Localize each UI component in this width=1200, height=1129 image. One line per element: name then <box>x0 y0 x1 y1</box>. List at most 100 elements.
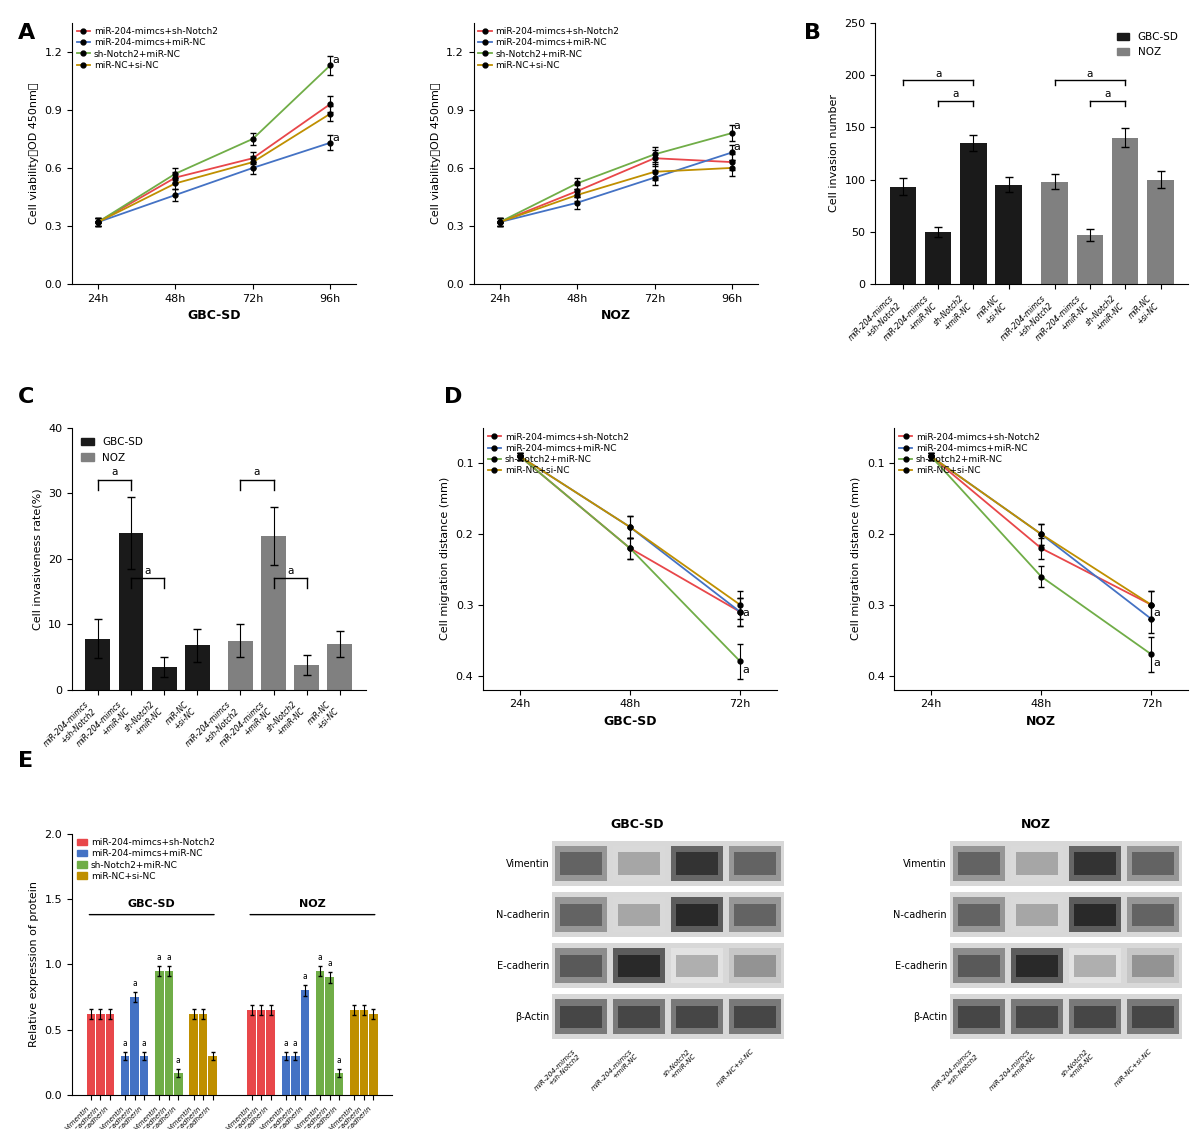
Bar <box>247 1010 256 1095</box>
Bar <box>728 999 781 1034</box>
Legend: GBC-SD, NOZ: GBC-SD, NOZ <box>77 434 148 466</box>
Legend: miR-204-mimcs+sh-Notch2, miR-204-mimcs+miR-NC, sh-Notch2+miR-NC, miR-NC+si-NC: miR-204-mimcs+sh-Notch2, miR-204-mimcs+m… <box>77 27 217 70</box>
Text: a: a <box>144 566 151 576</box>
Text: a: a <box>318 953 323 962</box>
Text: a: a <box>302 972 307 981</box>
Text: a: a <box>733 142 740 152</box>
Text: a: a <box>332 55 338 65</box>
Text: a: a <box>293 1039 298 1048</box>
Text: a: a <box>142 1039 146 1048</box>
Bar <box>556 896 607 933</box>
Legend: GBC-SD, NOZ: GBC-SD, NOZ <box>1112 28 1183 61</box>
Bar <box>316 971 324 1095</box>
Bar <box>613 999 665 1034</box>
Text: a: a <box>167 953 172 962</box>
Bar <box>155 971 163 1095</box>
Y-axis label: Cell migration distance (mm): Cell migration distance (mm) <box>851 478 862 640</box>
Bar <box>1132 1006 1174 1027</box>
X-axis label: NOZ: NOZ <box>601 309 631 323</box>
Text: Vimentin: Vimentin <box>904 859 947 868</box>
Bar <box>552 944 784 988</box>
Text: a: a <box>287 566 293 576</box>
Bar <box>552 841 784 886</box>
Text: A: A <box>18 23 35 43</box>
Bar <box>174 1073 182 1095</box>
Bar <box>131 997 139 1095</box>
Bar <box>734 852 776 875</box>
Bar <box>1010 999 1063 1034</box>
Bar <box>185 645 210 690</box>
Bar <box>618 903 660 926</box>
Bar <box>950 995 1182 1039</box>
Legend: miR-204-mimcs+sh-Notch2, miR-204-mimcs+miR-NC, sh-Notch2+miR-NC, miR-NC+si-NC: miR-204-mimcs+sh-Notch2, miR-204-mimcs+m… <box>899 432 1040 475</box>
Bar <box>1132 852 1174 875</box>
Bar <box>671 948 724 983</box>
Bar <box>960 143 986 285</box>
Text: N-cadherin: N-cadherin <box>894 910 947 920</box>
Bar <box>151 667 176 690</box>
Bar <box>950 944 1182 988</box>
Text: NOZ: NOZ <box>299 900 326 909</box>
Text: GBC-SD: GBC-SD <box>128 900 175 909</box>
Text: a: a <box>743 609 749 619</box>
Y-axis label: Cell viability（OD 450nm）: Cell viability（OD 450nm） <box>29 82 38 225</box>
Text: a: a <box>1104 89 1111 99</box>
Bar <box>556 846 607 882</box>
Bar <box>1069 999 1121 1034</box>
Bar <box>1147 180 1174 285</box>
Bar <box>119 533 143 690</box>
Title: GBC-SD: GBC-SD <box>611 819 665 831</box>
Bar <box>671 846 724 882</box>
Bar <box>1016 954 1058 977</box>
Bar <box>292 1056 300 1095</box>
Bar <box>199 1014 208 1095</box>
Bar <box>560 852 602 875</box>
X-axis label: GBC-SD: GBC-SD <box>187 309 241 323</box>
Legend: miR-204-mimcs+sh-Notch2, miR-204-mimcs+miR-NC, sh-Notch2+miR-NC, miR-NC+si-NC: miR-204-mimcs+sh-Notch2, miR-204-mimcs+m… <box>478 27 619 70</box>
Bar <box>677 852 718 875</box>
Text: E-cadherin: E-cadherin <box>895 961 947 971</box>
Bar <box>996 185 1022 285</box>
Bar <box>360 1010 368 1095</box>
Bar <box>325 978 334 1095</box>
Text: miR-204-mimcs
+sh-Notch2: miR-204-mimcs +sh-Notch2 <box>533 1048 581 1096</box>
Bar <box>106 1014 114 1095</box>
Text: miR-204-mimcs
+miR-NC: miR-204-mimcs +miR-NC <box>590 1048 640 1096</box>
Bar <box>953 846 1006 882</box>
Text: a: a <box>122 1039 127 1048</box>
Bar <box>86 1014 95 1095</box>
Bar <box>262 536 286 690</box>
Bar <box>121 1056 130 1095</box>
Bar <box>953 948 1006 983</box>
Text: Vimentin: Vimentin <box>505 859 550 868</box>
Bar <box>728 846 781 882</box>
Bar <box>556 999 607 1034</box>
Bar <box>300 990 310 1095</box>
Bar <box>950 841 1182 886</box>
Text: a: a <box>1087 69 1093 79</box>
Bar <box>370 1014 378 1095</box>
Bar <box>618 852 660 875</box>
Bar <box>959 852 1000 875</box>
Y-axis label: Relative expression of protein: Relative expression of protein <box>29 882 38 1048</box>
Text: a: a <box>953 89 959 99</box>
Bar <box>1074 852 1116 875</box>
Bar <box>209 1056 217 1095</box>
Text: miR-204-mimcs
+sh-Notch2: miR-204-mimcs +sh-Notch2 <box>931 1048 979 1096</box>
Bar <box>257 1010 265 1095</box>
Bar <box>1016 1006 1058 1027</box>
X-axis label: NOZ: NOZ <box>1026 715 1056 728</box>
Text: a: a <box>283 1039 288 1048</box>
Bar <box>1112 138 1139 285</box>
Bar <box>556 948 607 983</box>
Bar <box>671 896 724 933</box>
Text: sh-Notch2
+miR-NC: sh-Notch2 +miR-NC <box>1061 1048 1096 1083</box>
Bar <box>925 231 952 285</box>
Y-axis label: Cell invasion number: Cell invasion number <box>829 95 839 212</box>
Bar <box>1069 948 1121 983</box>
Bar <box>959 903 1000 926</box>
Text: E-cadherin: E-cadherin <box>497 961 550 971</box>
Bar <box>1042 182 1068 285</box>
Bar <box>1074 1006 1116 1027</box>
Bar <box>1076 235 1103 285</box>
